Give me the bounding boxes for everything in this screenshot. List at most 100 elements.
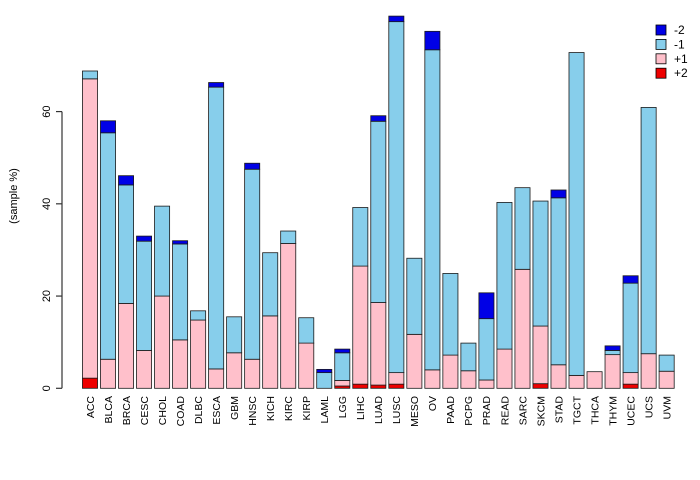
bar-segment-COAD-plus1[interactable] xyxy=(172,339,189,389)
bar-segment-CESC-minus2[interactable] xyxy=(136,235,153,242)
y-tick-label-20: 20 xyxy=(41,290,53,302)
bar-segment-TGCT-plus1[interactable] xyxy=(568,374,585,389)
bar-segment-BLCA-plus1[interactable] xyxy=(100,358,116,389)
bar-segment-LGG-plus1[interactable] xyxy=(334,380,351,387)
bar-segment-PRAD-minus1[interactable] xyxy=(478,318,495,381)
x-label-ESCA: ESCA xyxy=(211,396,223,425)
bar-segment-KIRP-plus1[interactable] xyxy=(298,342,315,389)
bar-segment-THYM-minus1[interactable] xyxy=(604,350,621,356)
x-label-THYM: THYM xyxy=(607,396,619,426)
bar-segment-READ-plus1[interactable] xyxy=(496,348,513,389)
bar-segment-LUSC-minus1[interactable] xyxy=(388,21,405,374)
bar-segment-LUSC-minus2[interactable] xyxy=(388,15,405,23)
bar-segment-ESCA-plus1[interactable] xyxy=(208,368,225,389)
bar-segment-DLBC-minus1[interactable] xyxy=(190,310,207,321)
y-tick-label-40: 40 xyxy=(41,198,53,210)
bar-segment-ESCA-minus1[interactable] xyxy=(208,86,225,370)
bar-segment-SKCM-plus2[interactable] xyxy=(532,383,549,389)
bar-segment-THYM-minus2[interactable] xyxy=(604,345,621,351)
bar-segment-OV-minus2[interactable] xyxy=(424,30,441,51)
x-label-PCPG: PCPG xyxy=(463,396,475,426)
bar-segment-LUAD-plus1[interactable] xyxy=(370,302,387,386)
bar-segment-PAAD-plus1[interactable] xyxy=(442,354,459,389)
bar-segment-STAD-minus1[interactable] xyxy=(550,197,567,366)
bar-segment-UVM-plus1[interactable] xyxy=(658,370,675,389)
x-label-TGCT: TGCT xyxy=(571,395,583,424)
bar-segment-ACC-plus2[interactable] xyxy=(82,377,98,389)
bar-segment-MESO-minus1[interactable] xyxy=(406,257,423,335)
bar-segment-COAD-minus1[interactable] xyxy=(172,243,189,341)
bar-segment-CESC-plus1[interactable] xyxy=(136,350,153,389)
bar-segment-UVM-minus1[interactable] xyxy=(658,354,675,372)
bar-segment-LIHC-plus2[interactable] xyxy=(352,383,369,389)
bar-segment-LAML-minus2[interactable] xyxy=(316,368,333,374)
bar-segment-LUSC-plus1[interactable] xyxy=(388,372,405,385)
bar-segment-READ-minus1[interactable] xyxy=(496,202,513,350)
y-tick-label-60: 60 xyxy=(41,105,53,117)
bar-segment-LUAD-minus2[interactable] xyxy=(370,115,387,122)
bar-segment-SKCM-minus1[interactable] xyxy=(532,200,549,327)
bar-segment-HNSC-minus2[interactable] xyxy=(244,162,261,170)
bar-segment-SARC-minus1[interactable] xyxy=(514,187,531,270)
bar-segment-PCPG-plus1[interactable] xyxy=(460,370,477,389)
bar-segment-UCEC-minus2[interactable] xyxy=(622,275,639,284)
bar-segment-CESC-minus1[interactable] xyxy=(136,240,153,351)
x-label-OV: OV xyxy=(427,396,439,411)
bar-segment-CHOL-plus1[interactable] xyxy=(154,295,171,389)
bar-segment-LGG-minus1[interactable] xyxy=(334,352,351,381)
bar-segment-LGG-minus2[interactable] xyxy=(334,348,351,354)
bar-segment-ACC-minus1[interactable] xyxy=(82,70,98,80)
bar-segment-LIHC-minus1[interactable] xyxy=(352,207,369,267)
x-label-CESC: CESC xyxy=(139,396,151,426)
bar-segment-KIRP-minus1[interactable] xyxy=(298,317,315,344)
bar-segment-THYM-plus1[interactable] xyxy=(604,354,621,389)
bar-segment-TGCT-minus1[interactable] xyxy=(568,52,585,376)
legend-label-minus1: -1 xyxy=(674,37,685,51)
bar-segment-LAML-minus1[interactable] xyxy=(316,372,333,389)
bar-segment-GBM-minus1[interactable] xyxy=(226,316,243,354)
bar-segment-GBM-plus1[interactable] xyxy=(226,352,243,389)
bar-segment-STAD-plus1[interactable] xyxy=(550,364,567,389)
bar-segment-UCS-minus1[interactable] xyxy=(640,107,657,355)
bar-segment-BLCA-minus2[interactable] xyxy=(100,120,116,134)
bar-segment-MESO-plus1[interactable] xyxy=(406,333,423,389)
bar-segment-UCEC-plus1[interactable] xyxy=(622,372,639,385)
bar-segment-UCEC-minus1[interactable] xyxy=(622,282,639,374)
bar-segment-LUAD-plus2[interactable] xyxy=(370,384,387,389)
bar-segment-BRCA-minus1[interactable] xyxy=(118,184,134,304)
bar-segment-LUAD-minus1[interactable] xyxy=(370,120,387,303)
bar-segment-UCEC-plus2[interactable] xyxy=(622,383,639,389)
bar-segment-PRAD-minus2[interactable] xyxy=(478,292,495,320)
bar-segment-THCA-plus1[interactable] xyxy=(586,371,603,389)
bar-segment-SKCM-plus1[interactable] xyxy=(532,325,549,385)
bar-segment-KICH-minus1[interactable] xyxy=(262,252,279,317)
legend-label-plus1: +1 xyxy=(674,52,688,66)
bar-segment-OV-minus1[interactable] xyxy=(424,49,441,371)
bar-segment-DLBC-plus1[interactable] xyxy=(190,319,207,389)
x-label-SARC: SARC xyxy=(517,396,529,426)
bar-segment-UCS-plus1[interactable] xyxy=(640,353,657,389)
bar-segment-ESCA-minus2[interactable] xyxy=(208,82,225,88)
bar-segment-HNSC-minus1[interactable] xyxy=(244,168,261,360)
bar-segment-KIRC-minus1[interactable] xyxy=(280,230,297,244)
bar-segment-BLCA-minus1[interactable] xyxy=(100,132,116,360)
bar-segment-PRAD-plus1[interactable] xyxy=(478,379,495,389)
bar-segment-ACC-plus1[interactable] xyxy=(82,78,98,379)
bar-segment-OV-plus1[interactable] xyxy=(424,369,441,389)
bar-segment-BRCA-minus2[interactable] xyxy=(118,175,134,186)
bar-segment-KICH-plus1[interactable] xyxy=(262,315,279,389)
bar-segment-SARC-plus1[interactable] xyxy=(514,268,531,389)
x-label-KIRC: KIRC xyxy=(283,396,295,422)
bar-segment-COAD-minus2[interactable] xyxy=(172,240,189,245)
bar-segment-PCPG-minus1[interactable] xyxy=(460,342,477,372)
bar-segment-BRCA-plus1[interactable] xyxy=(118,303,134,389)
bar-segment-LUSC-plus2[interactable] xyxy=(388,383,405,389)
bar-segment-HNSC-plus1[interactable] xyxy=(244,358,261,389)
bar-segment-CHOL-minus1[interactable] xyxy=(154,205,171,297)
x-label-BRCA: BRCA xyxy=(121,396,133,425)
bar-segment-STAD-minus2[interactable] xyxy=(550,189,567,199)
bar-segment-LIHC-plus1[interactable] xyxy=(352,265,369,385)
bar-segment-KIRC-plus1[interactable] xyxy=(280,243,297,389)
bar-segment-PAAD-minus1[interactable] xyxy=(442,273,459,356)
